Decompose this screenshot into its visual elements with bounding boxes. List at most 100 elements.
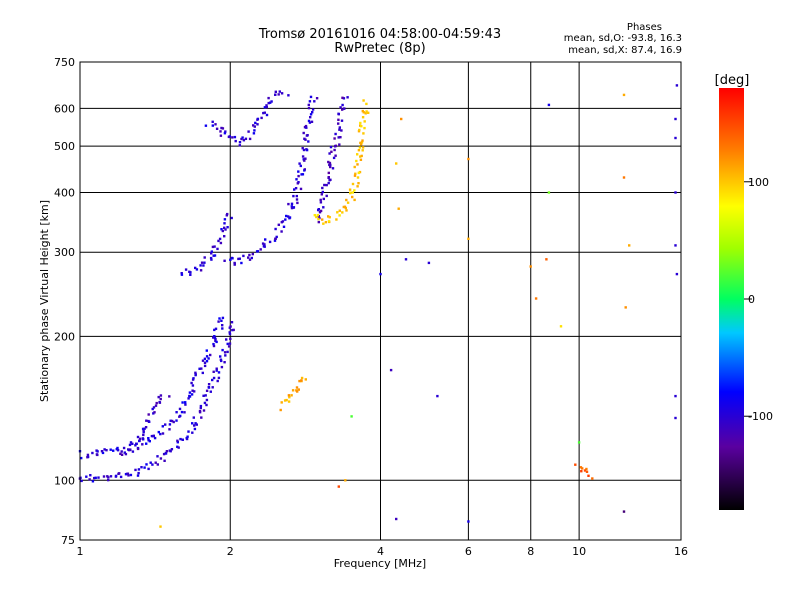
trace-point [343,107,346,110]
trace-point [152,406,156,409]
trace-point [284,218,287,221]
trace-point [190,381,193,385]
trace-point [205,389,209,392]
colorbar-tick-label: 100 [748,176,769,189]
trace-point [201,359,205,362]
scatter-point [675,272,679,276]
trace-point [300,379,303,382]
trace-point [129,441,133,444]
trace-point [204,394,207,397]
trace-point [250,256,253,260]
trace-point [195,423,198,426]
trace-point [223,226,226,229]
trace-point [154,404,158,407]
trace-point [126,472,130,475]
trace-point [210,252,213,255]
colorbar [719,88,744,510]
trace-point [363,120,366,123]
trace-point [176,441,179,444]
trace-point [256,123,259,126]
plot-frame [79,61,682,541]
trace-point [80,479,83,483]
trace-point [359,158,363,161]
trace-point [267,96,270,100]
trace-point [321,186,324,190]
trace-point [232,328,235,332]
trace-point [579,466,583,469]
trace-point [338,128,341,131]
trace-point [342,97,346,100]
trace-point [212,370,215,373]
trace-point [311,111,314,114]
trace-point [175,419,178,422]
trace-point [168,395,171,398]
trace-point [135,442,138,445]
trace-point [309,113,313,116]
trace-point [136,474,140,477]
scatter-point [547,191,551,194]
scatter-point [622,510,626,513]
trace-point [179,437,182,441]
trace-point [238,141,242,144]
trace-point [333,137,336,140]
trace-point [316,214,319,217]
trace-point [357,182,360,185]
trace-point [169,450,172,453]
trace-point [338,126,341,129]
trace-point [225,214,228,217]
trace-point [297,174,300,178]
colorbar-tick-label: -100 [748,410,773,423]
trace-point [275,235,278,239]
trace-point [147,413,150,416]
trace-point [308,100,312,103]
trace-point [367,111,370,114]
trace-point [161,432,165,435]
trace-point [260,116,263,120]
trace-point [303,169,306,172]
trace-point [321,218,324,221]
trace-point [361,139,364,142]
trace-point [325,194,328,198]
trace-point [191,431,194,434]
trace-point [131,442,134,445]
trace-point [307,106,311,110]
trace-point [207,386,211,389]
trace-point [357,171,360,175]
trace-point [161,425,164,428]
trace-point [223,218,227,221]
trace-point [353,198,356,202]
trace-point [91,451,94,455]
trace-point [228,331,231,334]
trace-point [591,477,594,480]
trace-point [184,401,187,404]
trace-point [217,371,221,374]
trace-point [583,469,587,472]
trace-point [365,102,368,106]
stats-o-line: mean, sd,O: -93.8, 16.3 [563,33,682,44]
trace-point [349,191,352,195]
trace-point [175,411,178,414]
trace-point [199,404,203,408]
trace-point [263,243,266,246]
trace-point [264,238,267,241]
trace-point [311,108,315,111]
trace-point [153,436,157,440]
trace-point [224,228,227,231]
trace-point [170,419,174,423]
trace-point [346,96,349,99]
trace-point [147,467,150,471]
trace-point [203,261,206,264]
trace-point [278,90,281,93]
y-tick-label: 500 [54,140,75,153]
trace-point [297,170,300,173]
trace-point [319,209,323,213]
trace-point [328,179,331,182]
trace-point [353,189,356,192]
scatter-point [674,136,677,140]
trace-point [193,427,197,431]
trace-point [306,134,309,137]
trace-point [215,340,218,344]
trace-point [225,338,228,341]
trace-point [337,136,340,139]
